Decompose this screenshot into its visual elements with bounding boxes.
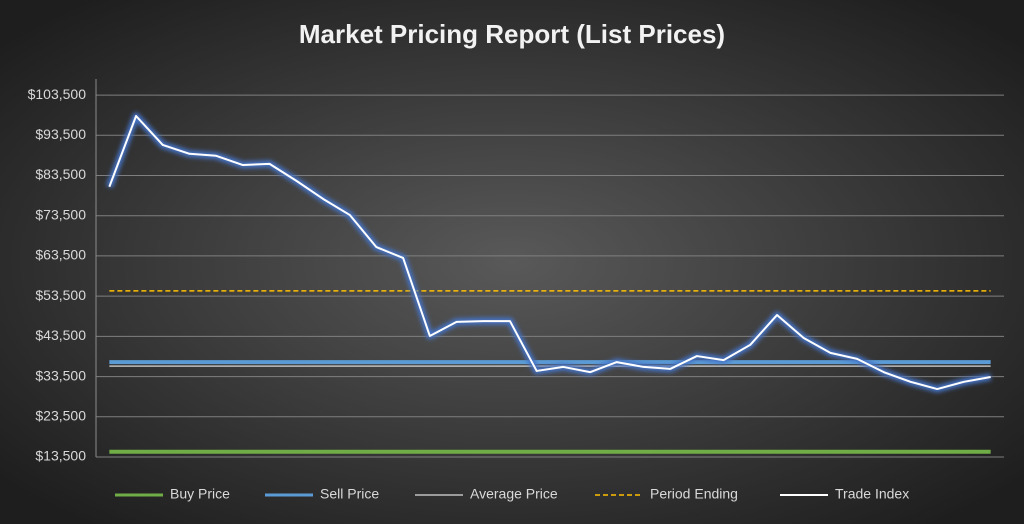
- y-tick-label: $23,500: [35, 407, 86, 423]
- series-line: [108, 114, 991, 391]
- legend-label: Sell Price: [320, 486, 379, 502]
- legend: Buy Price Sell Price Average Price Period E…: [115, 486, 909, 502]
- chart-title: Market Pricing Report (List Prices): [299, 19, 725, 49]
- legend-label: Trade Index: [835, 486, 909, 502]
- y-tick-label: $83,500: [35, 166, 86, 182]
- y-tick-label: $93,500: [35, 126, 86, 142]
- y-tick-label: $103,500: [28, 86, 87, 102]
- legend-label: Period Ending: [650, 486, 738, 502]
- y-tick-label: $63,500: [35, 247, 86, 263]
- y-tick-label: $43,500: [35, 327, 86, 343]
- plot-area: $13,500 $23,500 $33,500 $43,500 $53,500 $63,5…: [28, 79, 1004, 464]
- y-tick-label: $13,500: [35, 448, 86, 464]
- legend-label: Average Price: [470, 486, 558, 502]
- y-tick-label: $73,500: [35, 206, 86, 222]
- y-tick-label: $53,500: [35, 287, 86, 303]
- legend-label: Buy Price: [170, 486, 230, 502]
- y-tick-label: $33,500: [35, 367, 86, 383]
